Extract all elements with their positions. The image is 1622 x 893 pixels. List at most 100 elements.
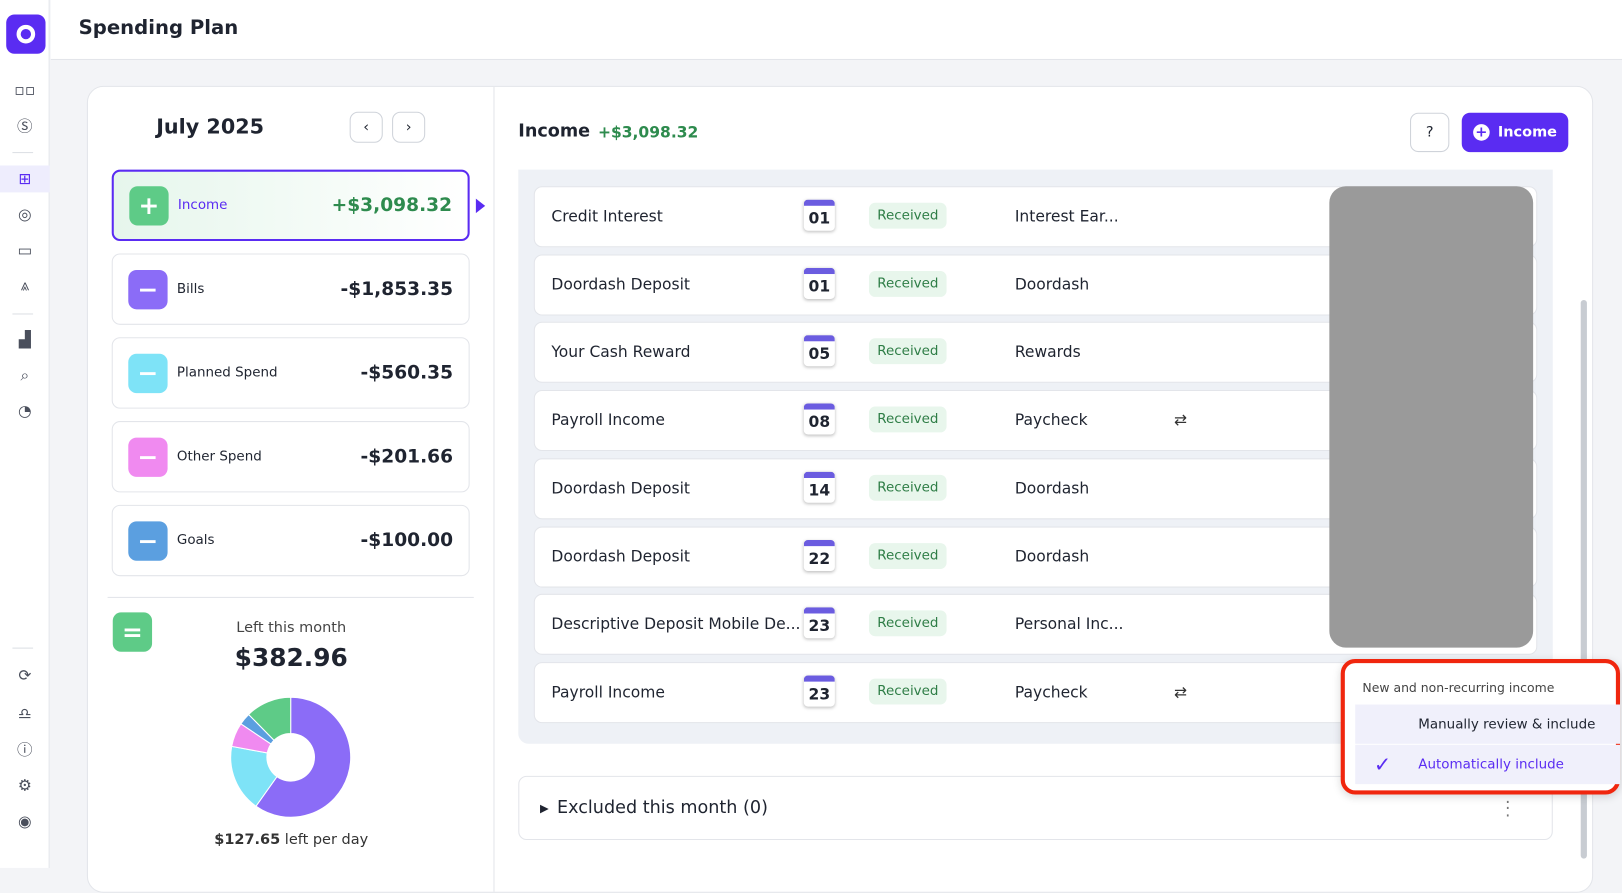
calendar-day-icon: 22	[803, 539, 835, 571]
add-income-label: Income	[1497, 124, 1558, 141]
help-icon[interactable]: ⓘ	[17, 740, 33, 759]
option-label: Manually review & include	[1418, 716, 1596, 732]
category-label: Other Spend	[176, 448, 262, 465]
income-name: Doordash Deposit	[551, 478, 690, 498]
income-name: Credit Interest	[551, 206, 663, 226]
category-amount: -$201.66	[360, 445, 454, 468]
calendar-day-icon: 01	[803, 267, 835, 299]
scrollbar[interactable]	[1580, 300, 1587, 859]
minus-icon: −	[128, 269, 168, 309]
category-amount: -$560.35	[360, 362, 454, 384]
minus-icon: −	[128, 353, 168, 393]
category-other-spend[interactable]: − Other Spend -$201.66	[111, 421, 470, 493]
equals-icon: =	[112, 612, 153, 652]
category-label: Bills	[176, 281, 205, 297]
month-label: July 2025	[156, 113, 265, 139]
income-title: Income	[518, 121, 591, 142]
income-panel: Income +$3,098.32 ? + Income Credit Inter…	[494, 87, 1592, 892]
investments-icon[interactable]: ⩓	[20, 276, 30, 295]
income-category: Doordash	[1014, 478, 1090, 498]
category-income[interactable]: + Income +$3,098.32	[111, 169, 470, 242]
income-total: +$3,098.32	[597, 123, 699, 142]
income-category: Paycheck	[1014, 410, 1088, 430]
redacted-region	[1329, 186, 1534, 648]
plus-icon: +	[129, 185, 169, 226]
next-month-button[interactable]: ›	[392, 111, 426, 143]
status-badge: Received	[868, 270, 947, 297]
income-category: Interest Ear...	[1014, 206, 1119, 226]
calendar-icon[interactable]: ▭	[17, 241, 33, 260]
transactions-search-icon[interactable]: ⌕	[20, 366, 30, 385]
spending-plan-card: July 2025 ‹ › + Income +$3,098.32− Bills -$1…	[86, 85, 1594, 893]
minus-icon: −	[128, 520, 168, 561]
category-amount: -$100.00	[360, 529, 454, 552]
category-label: Planned Spend	[176, 365, 278, 381]
donut-slice-bills	[255, 696, 352, 818]
dashboard-icon[interactable]: ▫▫	[14, 80, 36, 100]
status-badge: Received	[868, 542, 947, 569]
income-name: Payroll Income	[551, 410, 665, 430]
per-day-text: $127.65 left per day	[88, 832, 495, 849]
left-this-month-label: Left this month	[236, 619, 347, 637]
pie-chart-icon[interactable]: ◔	[18, 401, 32, 421]
spending-donut-chart	[230, 696, 352, 818]
recurring-icon: ⇄	[1174, 410, 1188, 430]
income-category: Doordash	[1014, 274, 1090, 294]
checkmark-icon: ✓	[1373, 752, 1392, 777]
income-name: Payroll Income	[551, 682, 665, 702]
category-planned-spend[interactable]: − Planned Spend -$560.35	[111, 337, 470, 409]
help-button[interactable]: ?	[1410, 112, 1450, 153]
income-category: Paycheck	[1014, 682, 1088, 702]
category-goals[interactable]: − Goals -$100.00	[111, 504, 470, 577]
status-badge: Received	[868, 202, 947, 229]
notifications-icon[interactable]: ♎	[17, 704, 32, 724]
status-badge: Received	[868, 678, 947, 705]
top-bar: Spending Plan	[50, 0, 1622, 61]
more-options-icon[interactable]: · · ·	[1505, 792, 1511, 826]
income-name: Doordash Deposit	[551, 546, 690, 566]
category-bills[interactable]: − Bills -$1,853.35	[111, 253, 470, 325]
recurring-icon: ⇄	[1174, 682, 1188, 702]
income-category: Rewards	[1014, 342, 1081, 362]
income-category: Doordash	[1014, 546, 1090, 566]
category-label: Goals	[176, 532, 215, 549]
status-badge: Received	[868, 338, 947, 365]
status-badge: Received	[868, 406, 947, 433]
status-badge: Received	[868, 610, 947, 637]
income-name: Doordash Deposit	[551, 274, 690, 294]
reports-icon[interactable]: ▟	[18, 330, 31, 349]
calendar-day-icon: 14	[803, 471, 835, 503]
page-title: Spending Plan	[78, 16, 239, 40]
calendar-day-icon: 01	[803, 199, 835, 231]
settings-icon[interactable]: ⚙	[17, 775, 32, 795]
goals-icon[interactable]: ◎	[18, 204, 32, 224]
category-label: Income	[177, 197, 228, 214]
profile-icon[interactable]: ◉	[18, 812, 32, 831]
excluded-section-toggle[interactable]: ▶ Excluded this month (0) · · ·	[518, 775, 1553, 841]
calendar-day-icon: 23	[803, 607, 835, 639]
prev-month-button[interactable]: ‹	[349, 111, 383, 143]
app-logo[interactable]	[6, 14, 46, 54]
status-badge: Received	[868, 474, 947, 501]
menu-option-manual[interactable]: Manually review & include	[1355, 704, 1621, 744]
summary-panel: July 2025 ‹ › + Income +$3,098.32− Bills -$1…	[88, 86, 495, 892]
calendar-day-icon: 08	[803, 403, 835, 435]
add-income-button[interactable]: + Income	[1461, 112, 1569, 153]
plus-icon: +	[1473, 124, 1490, 141]
income-name: Your Cash Reward	[551, 342, 691, 362]
per-day-amount: $127.65	[214, 831, 281, 849]
spending-plan-icon[interactable]: ⊞	[0, 165, 50, 193]
excluded-label: Excluded this month (0)	[557, 797, 768, 819]
sync-icon[interactable]: ⟳	[18, 666, 32, 685]
menu-option-automatic[interactable]: ✓ Automatically include	[1355, 744, 1621, 785]
calendar-day-icon: 23	[803, 675, 835, 707]
cashflow-icon[interactable]: Ⓢ	[17, 116, 33, 136]
option-label: Automatically include	[1418, 756, 1564, 773]
calendar-day-icon: 05	[803, 335, 835, 367]
category-amount: -$1,853.35	[340, 278, 454, 301]
income-options-menu: New and non-recurring income Manually re…	[1340, 658, 1621, 795]
sidebar: ▫▫ Ⓢ ⊞ ◎ ▭ ⩓ ▟ ⌕ ◔ ⟳ ♎ ⓘ ⚙ ◉	[0, 0, 50, 868]
income-name: Descriptive Deposit Mobile De...	[551, 614, 801, 634]
left-this-month-amount: $382.96	[234, 643, 348, 673]
income-category: Personal Inc...	[1014, 614, 1124, 634]
